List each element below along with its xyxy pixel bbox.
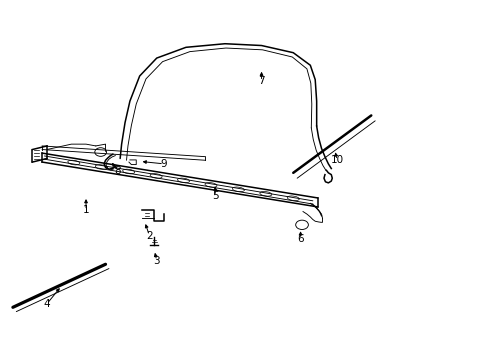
Text: 5: 5 xyxy=(211,191,218,201)
Text: 8: 8 xyxy=(114,166,121,176)
Text: 6: 6 xyxy=(297,234,303,244)
Text: 10: 10 xyxy=(330,155,343,165)
Text: 7: 7 xyxy=(258,76,264,86)
Text: 3: 3 xyxy=(153,256,160,266)
Text: 1: 1 xyxy=(82,206,89,216)
Text: 2: 2 xyxy=(146,231,152,240)
Text: 9: 9 xyxy=(161,159,167,169)
Text: 4: 4 xyxy=(43,299,50,309)
